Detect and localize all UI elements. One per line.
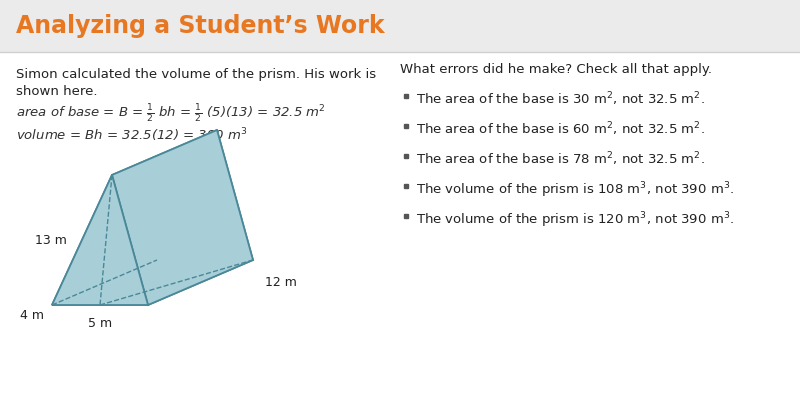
Text: The volume of the prism is 108 m$^3$, not 390 m$^3$.: The volume of the prism is 108 m$^3$, no… <box>416 180 734 200</box>
Text: The area of the base is 30 m$^2$, not 32.5 m$^2$.: The area of the base is 30 m$^2$, not 32… <box>416 90 705 108</box>
Text: 5 m: 5 m <box>88 317 112 330</box>
Text: The volume of the prism is 120 m$^3$, not 390 m$^3$.: The volume of the prism is 120 m$^3$, no… <box>416 210 734 230</box>
Polygon shape <box>52 260 253 305</box>
Text: volume = Bh = 32.5(12) = 390 m$^3$: volume = Bh = 32.5(12) = 390 m$^3$ <box>16 126 247 144</box>
Text: What errors did he make? Check all that apply.: What errors did he make? Check all that … <box>400 63 712 76</box>
Text: 4 m: 4 m <box>20 309 44 322</box>
Text: The area of the base is 78 m$^2$, not 32.5 m$^2$.: The area of the base is 78 m$^2$, not 32… <box>416 150 705 168</box>
Text: area of base = B = $\frac{1}{2}$ bh = $\frac{1}{2}$ (5)(13) = 32.5 m$^2$: area of base = B = $\frac{1}{2}$ bh = $\… <box>16 103 326 125</box>
Bar <box>0 0 800 52</box>
Text: The area of the base is 60 m$^2$, not 32.5 m$^2$.: The area of the base is 60 m$^2$, not 32… <box>416 120 705 138</box>
Polygon shape <box>112 130 253 305</box>
Polygon shape <box>52 175 148 305</box>
Polygon shape <box>157 130 253 260</box>
Text: 13 m: 13 m <box>35 234 67 247</box>
Text: Simon calculated the volume of the prism. His work is: Simon calculated the volume of the prism… <box>16 68 376 81</box>
Text: Analyzing a Student’s Work: Analyzing a Student’s Work <box>16 14 385 38</box>
Text: 12 m: 12 m <box>265 276 297 289</box>
Polygon shape <box>52 130 217 305</box>
Text: shown here.: shown here. <box>16 85 98 98</box>
